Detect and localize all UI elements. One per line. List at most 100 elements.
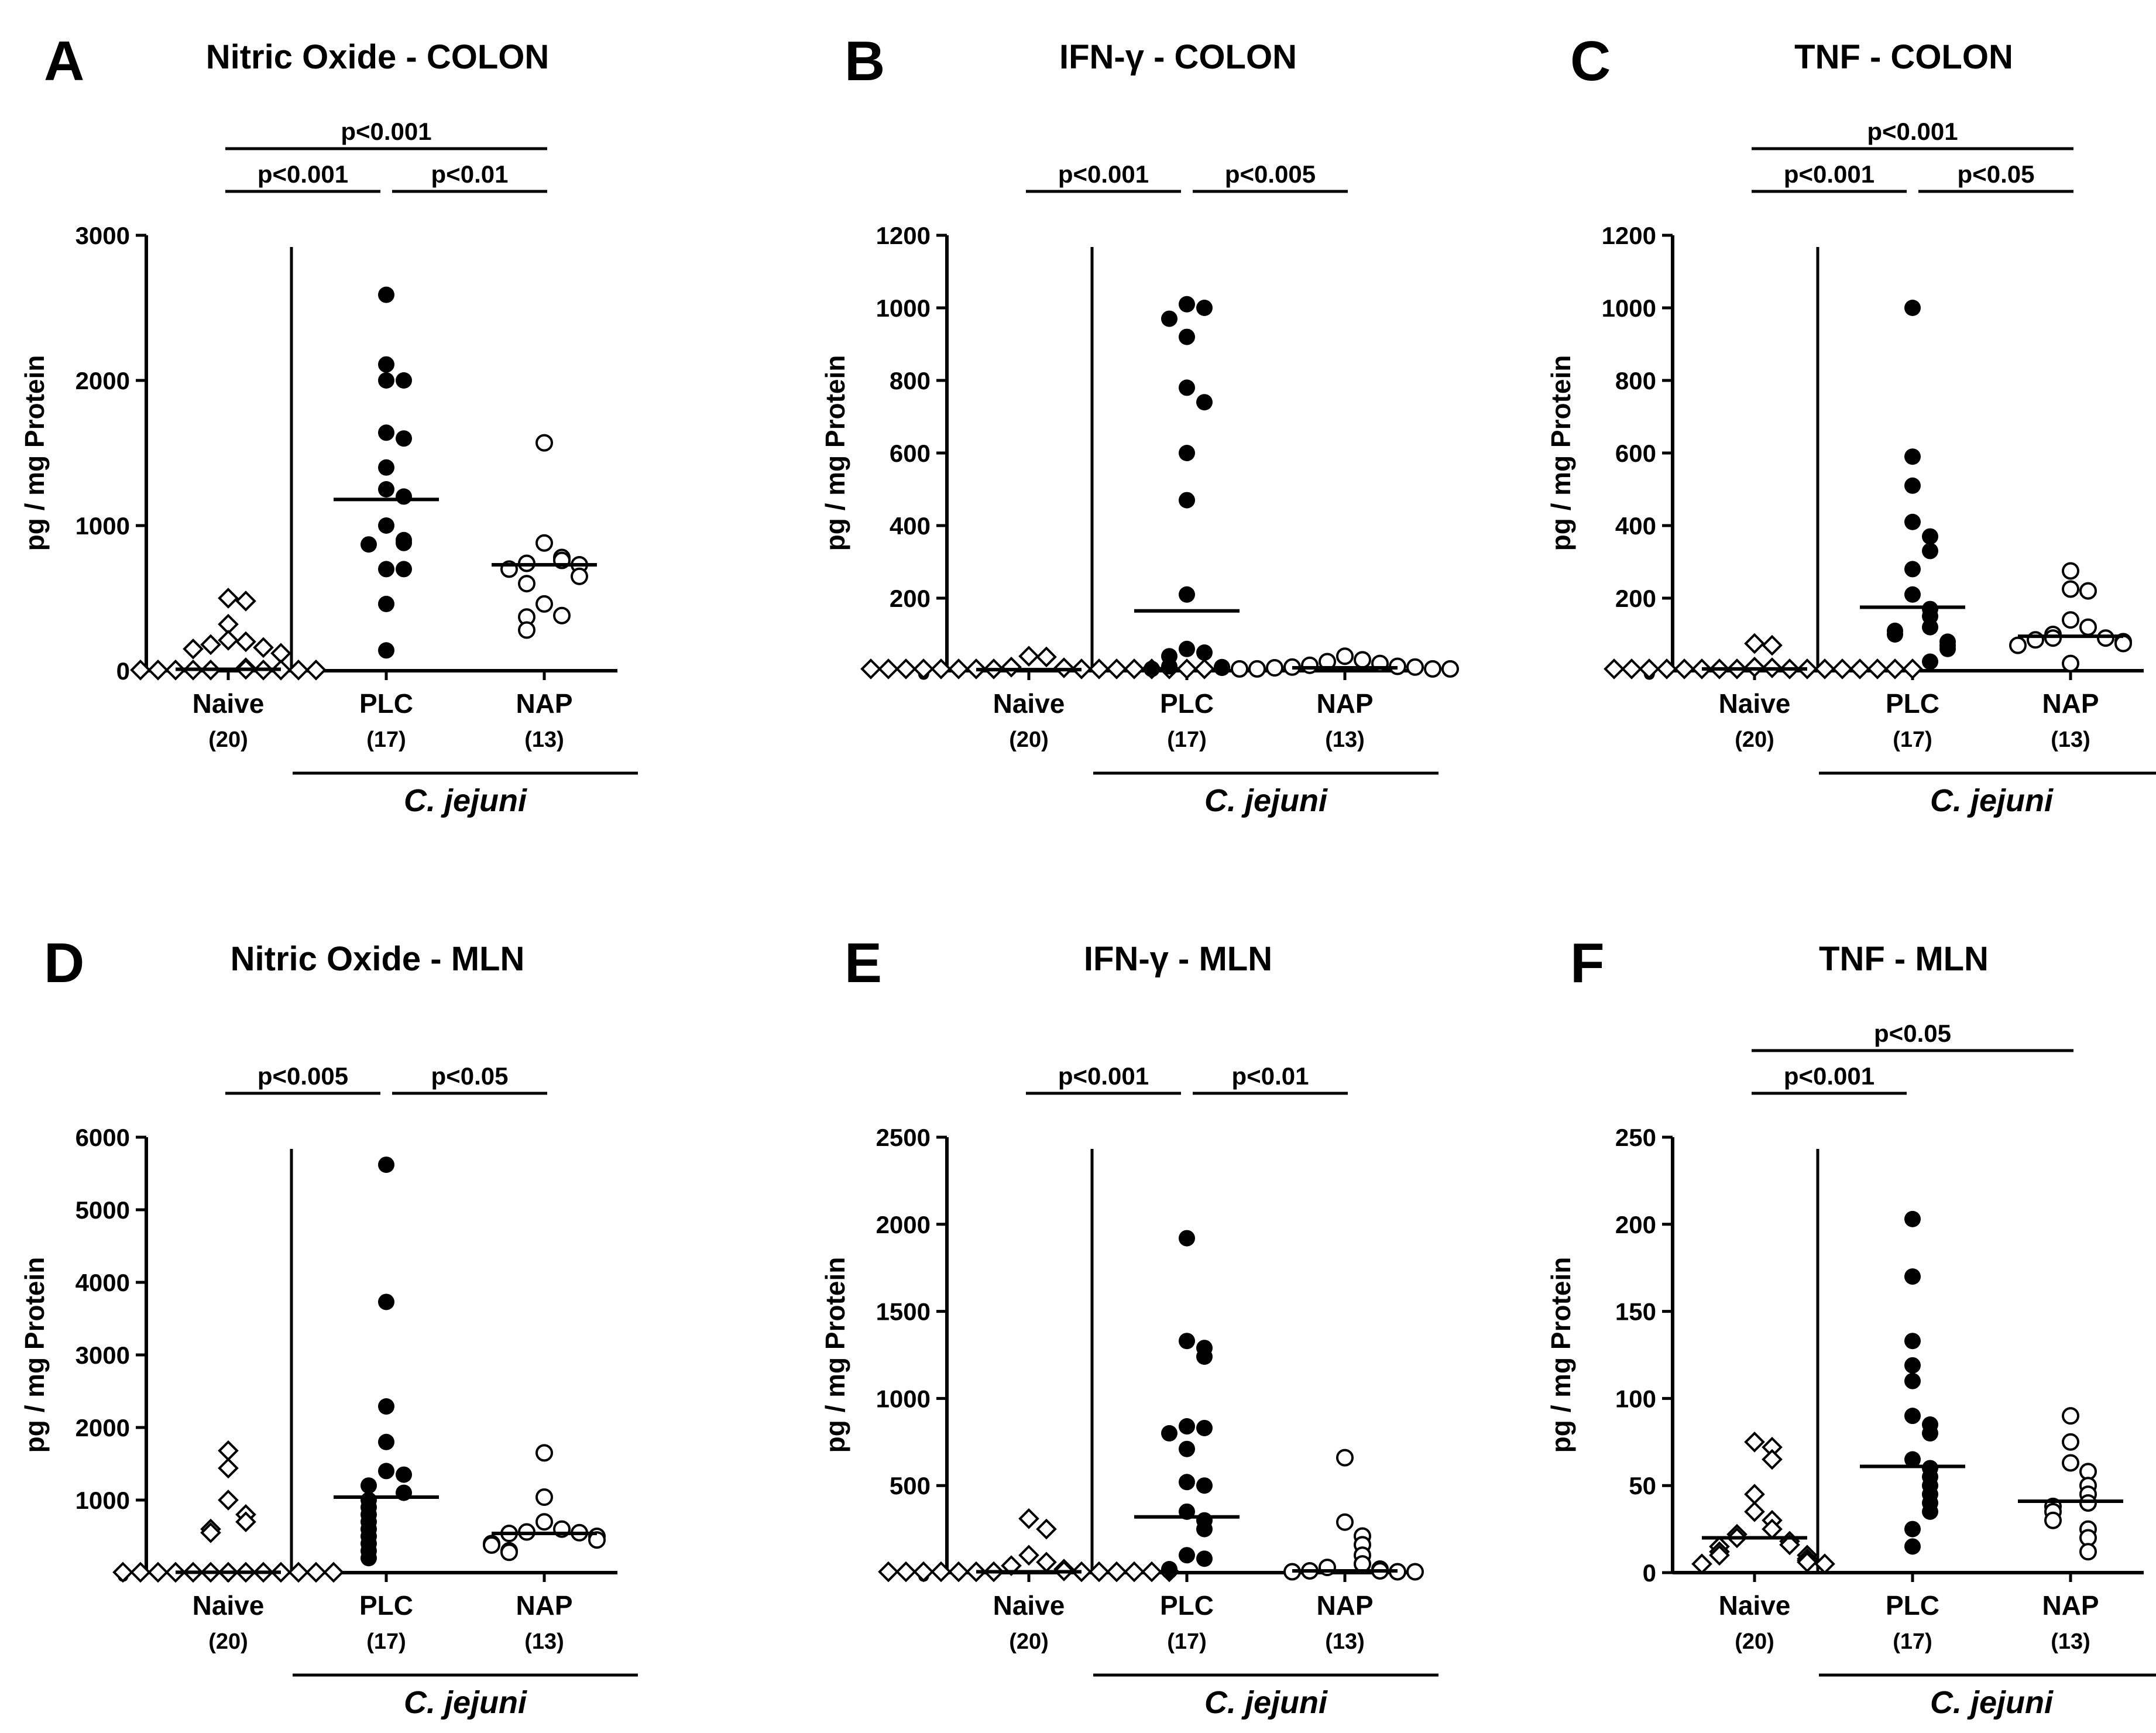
panel-title: TNF - MLN xyxy=(1819,940,1989,978)
data-point xyxy=(1179,445,1195,461)
data-point xyxy=(1248,660,1266,678)
data-point xyxy=(518,575,535,593)
y-tick-label: 250 xyxy=(1615,1124,1656,1151)
data-point xyxy=(1336,1449,1354,1467)
data-point xyxy=(305,659,327,681)
data-point xyxy=(112,1562,133,1583)
panel-a: A Nitric Oxide - COLON 0 1000 2000 3000 pg / m… xyxy=(19,30,638,818)
significance-label: p<0.05 xyxy=(431,1062,509,1090)
data-point xyxy=(2044,1511,2062,1529)
data-point xyxy=(1424,660,1441,678)
data-point xyxy=(948,658,969,680)
data-point xyxy=(1849,658,1870,680)
data-point xyxy=(130,1562,151,1583)
x-category-count: (17) xyxy=(366,727,406,752)
x-category-label: Naive xyxy=(993,688,1065,719)
data-point xyxy=(1179,1333,1195,1350)
data-point xyxy=(235,631,256,653)
panel-title: IFN-γ - MLN xyxy=(1084,940,1272,978)
data-point xyxy=(535,1513,553,1531)
data-point xyxy=(1744,1501,1765,1522)
x-category-label: PLC xyxy=(1886,688,1939,719)
data-point xyxy=(2114,634,2132,653)
group-label: C. jejuni xyxy=(1204,1685,1328,1720)
panel-letter: F xyxy=(1570,932,1605,994)
y-tick-label: 2000 xyxy=(75,367,130,394)
data-point xyxy=(1036,1552,1057,1573)
data-point xyxy=(1161,658,1177,675)
data-point xyxy=(1336,647,1354,665)
data-point xyxy=(1904,300,1921,316)
y-tick-label: 3000 xyxy=(75,222,130,249)
x-category-count: (20) xyxy=(1009,727,1049,752)
x-category-count: (13) xyxy=(524,1629,564,1654)
data-point xyxy=(2062,611,2079,629)
data-point xyxy=(1904,1357,1921,1374)
data-point xyxy=(1604,658,1625,680)
data-point xyxy=(1904,561,1921,578)
data-point xyxy=(378,1157,394,1173)
data-point xyxy=(535,1488,553,1506)
x-category-count: (13) xyxy=(1325,727,1365,752)
series-plc xyxy=(1860,1210,1965,1555)
data-point xyxy=(1196,644,1213,661)
data-point xyxy=(1214,660,1230,677)
data-point xyxy=(2062,580,2079,598)
y-tick-label: 1000 xyxy=(75,512,130,540)
data-point xyxy=(378,459,394,476)
y-tick-label: 1000 xyxy=(876,294,931,322)
panel-title: Nitric Oxide - MLN xyxy=(231,940,525,978)
data-point xyxy=(218,1457,239,1479)
data-point xyxy=(2062,1407,2079,1425)
data-point xyxy=(1179,1547,1195,1564)
data-point xyxy=(535,595,553,613)
x-category-label: NAP xyxy=(516,1590,572,1621)
data-point xyxy=(253,637,274,658)
x-category-label: Naive xyxy=(193,1590,265,1621)
data-point xyxy=(1922,619,1938,636)
y-axis-label: pg / mg Protein xyxy=(1546,1257,1576,1453)
data-point xyxy=(1904,586,1921,603)
panel-letter: A xyxy=(44,30,84,92)
data-point xyxy=(378,1463,394,1480)
x-category-count: (17) xyxy=(1167,727,1207,752)
data-point xyxy=(1179,640,1195,657)
data-point xyxy=(218,630,239,651)
data-point xyxy=(535,1444,553,1462)
data-point xyxy=(931,1561,952,1583)
data-point xyxy=(1762,1449,1783,1470)
data-point xyxy=(396,488,412,505)
data-point xyxy=(1904,1268,1921,1285)
y-tick-label: 5000 xyxy=(75,1196,130,1224)
data-point xyxy=(1179,1440,1195,1457)
data-point xyxy=(2062,1433,2079,1451)
data-point xyxy=(1144,660,1160,677)
y-axis-label: pg / mg Protein xyxy=(820,1257,850,1453)
series-nap xyxy=(1283,1449,1424,1581)
data-point xyxy=(270,643,291,664)
y-tick-label: 400 xyxy=(890,512,931,540)
data-point xyxy=(396,534,412,551)
x-category-label: NAP xyxy=(1316,688,1373,719)
data-point xyxy=(1904,1408,1921,1425)
panel-letter: D xyxy=(44,932,84,994)
data-point xyxy=(895,1561,916,1583)
significance-label: p<0.005 xyxy=(1225,160,1316,188)
data-point xyxy=(1922,1425,1938,1442)
data-point xyxy=(2079,582,2097,600)
x-category-label: NAP xyxy=(516,688,572,719)
panel-letter: E xyxy=(844,932,882,994)
data-point xyxy=(1018,646,1039,667)
data-point xyxy=(200,1522,221,1543)
data-point xyxy=(1922,543,1938,560)
data-point xyxy=(931,658,952,680)
panel-title: IFN-γ - COLON xyxy=(1059,38,1297,76)
data-point xyxy=(2044,629,2062,647)
series-naive xyxy=(878,1508,1180,1583)
data-point xyxy=(1814,658,1835,680)
data-point xyxy=(1141,1561,1162,1583)
x-category-label: NAP xyxy=(2042,688,2099,719)
data-point xyxy=(1939,640,1956,657)
data-point xyxy=(571,567,588,585)
